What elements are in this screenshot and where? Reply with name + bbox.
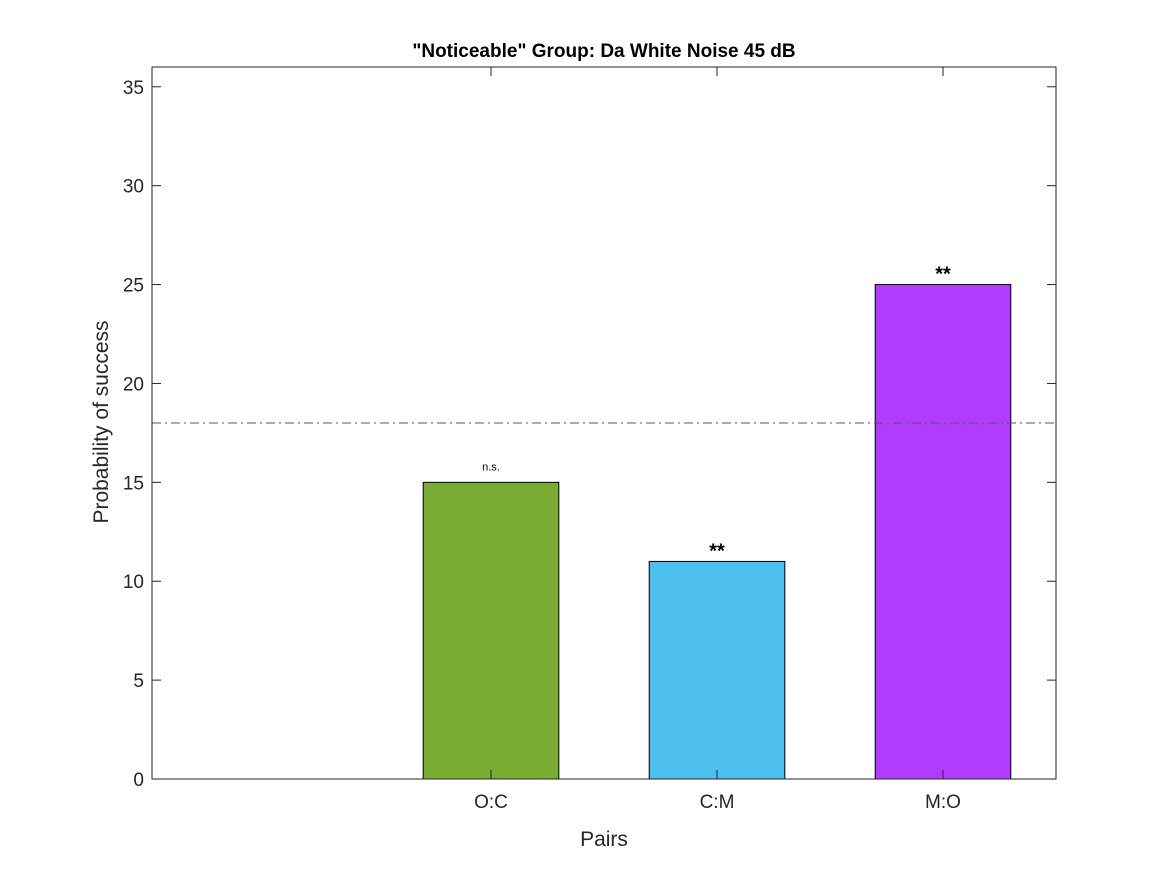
bar-c-m bbox=[648, 560, 786, 780]
annotation-o-c: n.s. bbox=[482, 461, 500, 473]
plot-frame bbox=[151, 66, 1057, 780]
y-tick-label: 30 bbox=[123, 177, 144, 198]
annotation-m-o: ** bbox=[935, 264, 951, 286]
bars-layer bbox=[422, 284, 1012, 780]
bar-m-o bbox=[874, 284, 1012, 780]
x-tick-label: M:O bbox=[925, 792, 961, 813]
x-axis-label: Pairs bbox=[580, 828, 628, 851]
y-tick-label: 15 bbox=[123, 473, 144, 494]
y-tick-label: 0 bbox=[133, 770, 144, 791]
axes-layer: 0 5 10 15 20 25 30 35 O:C C:M M:O bbox=[123, 66, 1057, 813]
y-tick-label: 25 bbox=[123, 276, 144, 297]
y-tick-label: 20 bbox=[123, 374, 144, 395]
chart-title: "Noticeable" Group: Da White Noise 45 dB bbox=[412, 41, 795, 62]
y-tick-label: 5 bbox=[133, 671, 144, 692]
y-tick-label: 35 bbox=[123, 78, 144, 99]
bar-o-c bbox=[422, 481, 560, 780]
y-axis-label: Probability of success bbox=[90, 320, 113, 523]
y-tick-label: 10 bbox=[123, 572, 144, 593]
x-tick-label: O:C bbox=[474, 792, 508, 813]
annotation-c-m: ** bbox=[709, 540, 725, 562]
x-tick-label: C:M bbox=[700, 792, 735, 813]
annotations-layer: n.s. ** ** bbox=[482, 264, 951, 563]
